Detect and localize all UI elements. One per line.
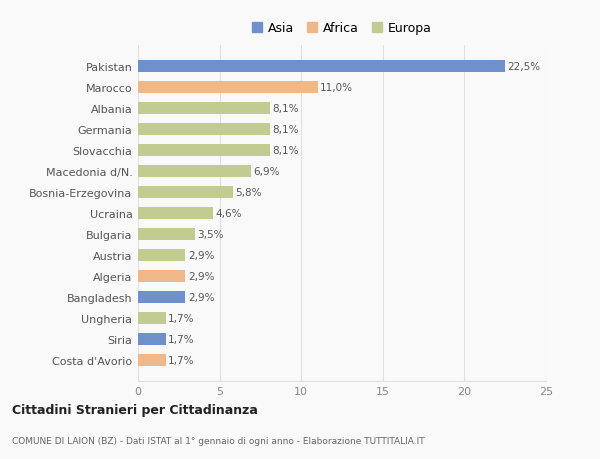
Text: 8,1%: 8,1%: [272, 104, 299, 114]
Text: 6,9%: 6,9%: [253, 167, 280, 177]
Text: 8,1%: 8,1%: [272, 146, 299, 156]
Bar: [138, 291, 185, 303]
Bar: [138, 313, 166, 324]
Bar: [138, 103, 270, 114]
Bar: [138, 145, 270, 157]
Text: 11,0%: 11,0%: [320, 83, 353, 93]
Bar: [138, 229, 195, 240]
Text: 8,1%: 8,1%: [272, 125, 299, 134]
Bar: [138, 207, 213, 219]
Bar: [138, 333, 166, 345]
Text: COMUNE DI LAION (BZ) - Dati ISTAT al 1° gennaio di ogni anno - Elaborazione TUTT: COMUNE DI LAION (BZ) - Dati ISTAT al 1° …: [12, 436, 425, 445]
Text: 2,9%: 2,9%: [188, 250, 214, 260]
Bar: [138, 61, 505, 73]
Text: 1,7%: 1,7%: [168, 313, 194, 323]
Text: 3,5%: 3,5%: [197, 230, 224, 239]
Text: 4,6%: 4,6%: [215, 208, 242, 218]
Bar: [138, 250, 185, 261]
Bar: [138, 187, 233, 198]
Text: 2,9%: 2,9%: [188, 292, 214, 302]
Bar: [138, 124, 270, 135]
Bar: [138, 82, 317, 94]
Text: 5,8%: 5,8%: [235, 188, 262, 197]
Text: 2,9%: 2,9%: [188, 271, 214, 281]
Bar: [138, 354, 166, 366]
Text: 1,7%: 1,7%: [168, 355, 194, 365]
Legend: Asia, Africa, Europa: Asia, Africa, Europa: [248, 19, 436, 39]
Text: Cittadini Stranieri per Cittadinanza: Cittadini Stranieri per Cittadinanza: [12, 403, 258, 416]
Bar: [138, 166, 251, 177]
Text: 1,7%: 1,7%: [168, 334, 194, 344]
Bar: [138, 270, 185, 282]
Text: 22,5%: 22,5%: [508, 62, 541, 72]
